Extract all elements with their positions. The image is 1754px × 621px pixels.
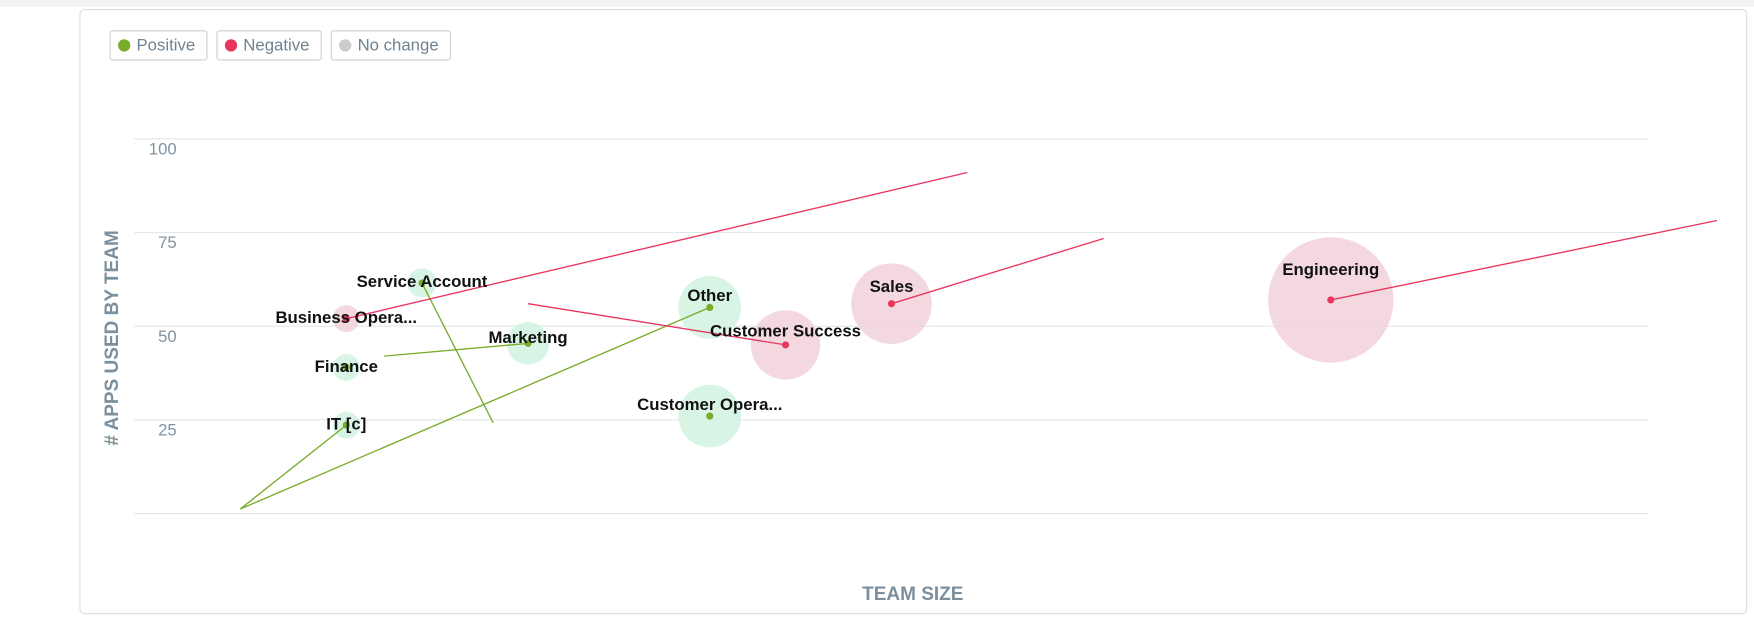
top-shadow [0, 0, 1754, 7]
point [418, 279, 426, 287]
change-lines [239, 171, 1718, 510]
change-line [384, 342, 529, 357]
grid: 25 50 75 100 [134, 138, 1649, 515]
point [342, 363, 350, 371]
point [706, 412, 714, 420]
y-tick-label: 50 [158, 327, 177, 346]
legend-label: Positive [136, 35, 195, 54]
y-tick-label: 25 [158, 420, 177, 439]
point-label: Customer Opera... [637, 395, 782, 414]
point [524, 339, 532, 347]
legend-box [109, 30, 208, 61]
legend-box [330, 30, 451, 61]
point-label: Business Opera... [275, 308, 417, 327]
point-label: Service Account [357, 272, 488, 291]
point [342, 421, 350, 429]
legend-swatch [118, 39, 131, 52]
point-label: Customer Success [710, 322, 861, 341]
change-line [239, 424, 347, 510]
change-line [527, 303, 786, 346]
point [1327, 296, 1335, 304]
point-label: Finance [315, 357, 378, 376]
legend-item: Positive [109, 30, 208, 61]
point [781, 341, 790, 349]
legend-box [216, 30, 322, 61]
y-axis-title: # APPS USED BY TEAM [102, 230, 123, 445]
point-label: Engineering [1282, 260, 1379, 279]
change-line [346, 171, 968, 320]
legend: Positive Negative No change [109, 30, 451, 61]
point [706, 303, 714, 312]
legend-swatch [339, 39, 352, 52]
y-tick-label: 100 [149, 139, 177, 158]
change-line [421, 282, 494, 424]
legend-swatch [224, 39, 238, 52]
change-line [1330, 219, 1718, 301]
y-tick-label: 75 [158, 233, 177, 252]
legend-item: Negative [216, 30, 322, 61]
change-line [239, 306, 711, 510]
point [887, 300, 896, 308]
change-line [891, 237, 1104, 305]
x-axis-title: TEAM SIZE [862, 584, 963, 605]
point-label: IT [c] [326, 415, 366, 434]
point-label: Other [687, 286, 732, 305]
dots [342, 279, 1335, 429]
point [342, 315, 350, 323]
legend-item: No change [330, 30, 451, 61]
labels: IT [c] Finance Service Account Marketing Oth… [275, 260, 1379, 434]
point-label: Marketing [488, 328, 567, 347]
legend-label: No change [358, 35, 439, 54]
legend-label: Negative [243, 35, 309, 54]
point-label: Sales [870, 277, 914, 296]
